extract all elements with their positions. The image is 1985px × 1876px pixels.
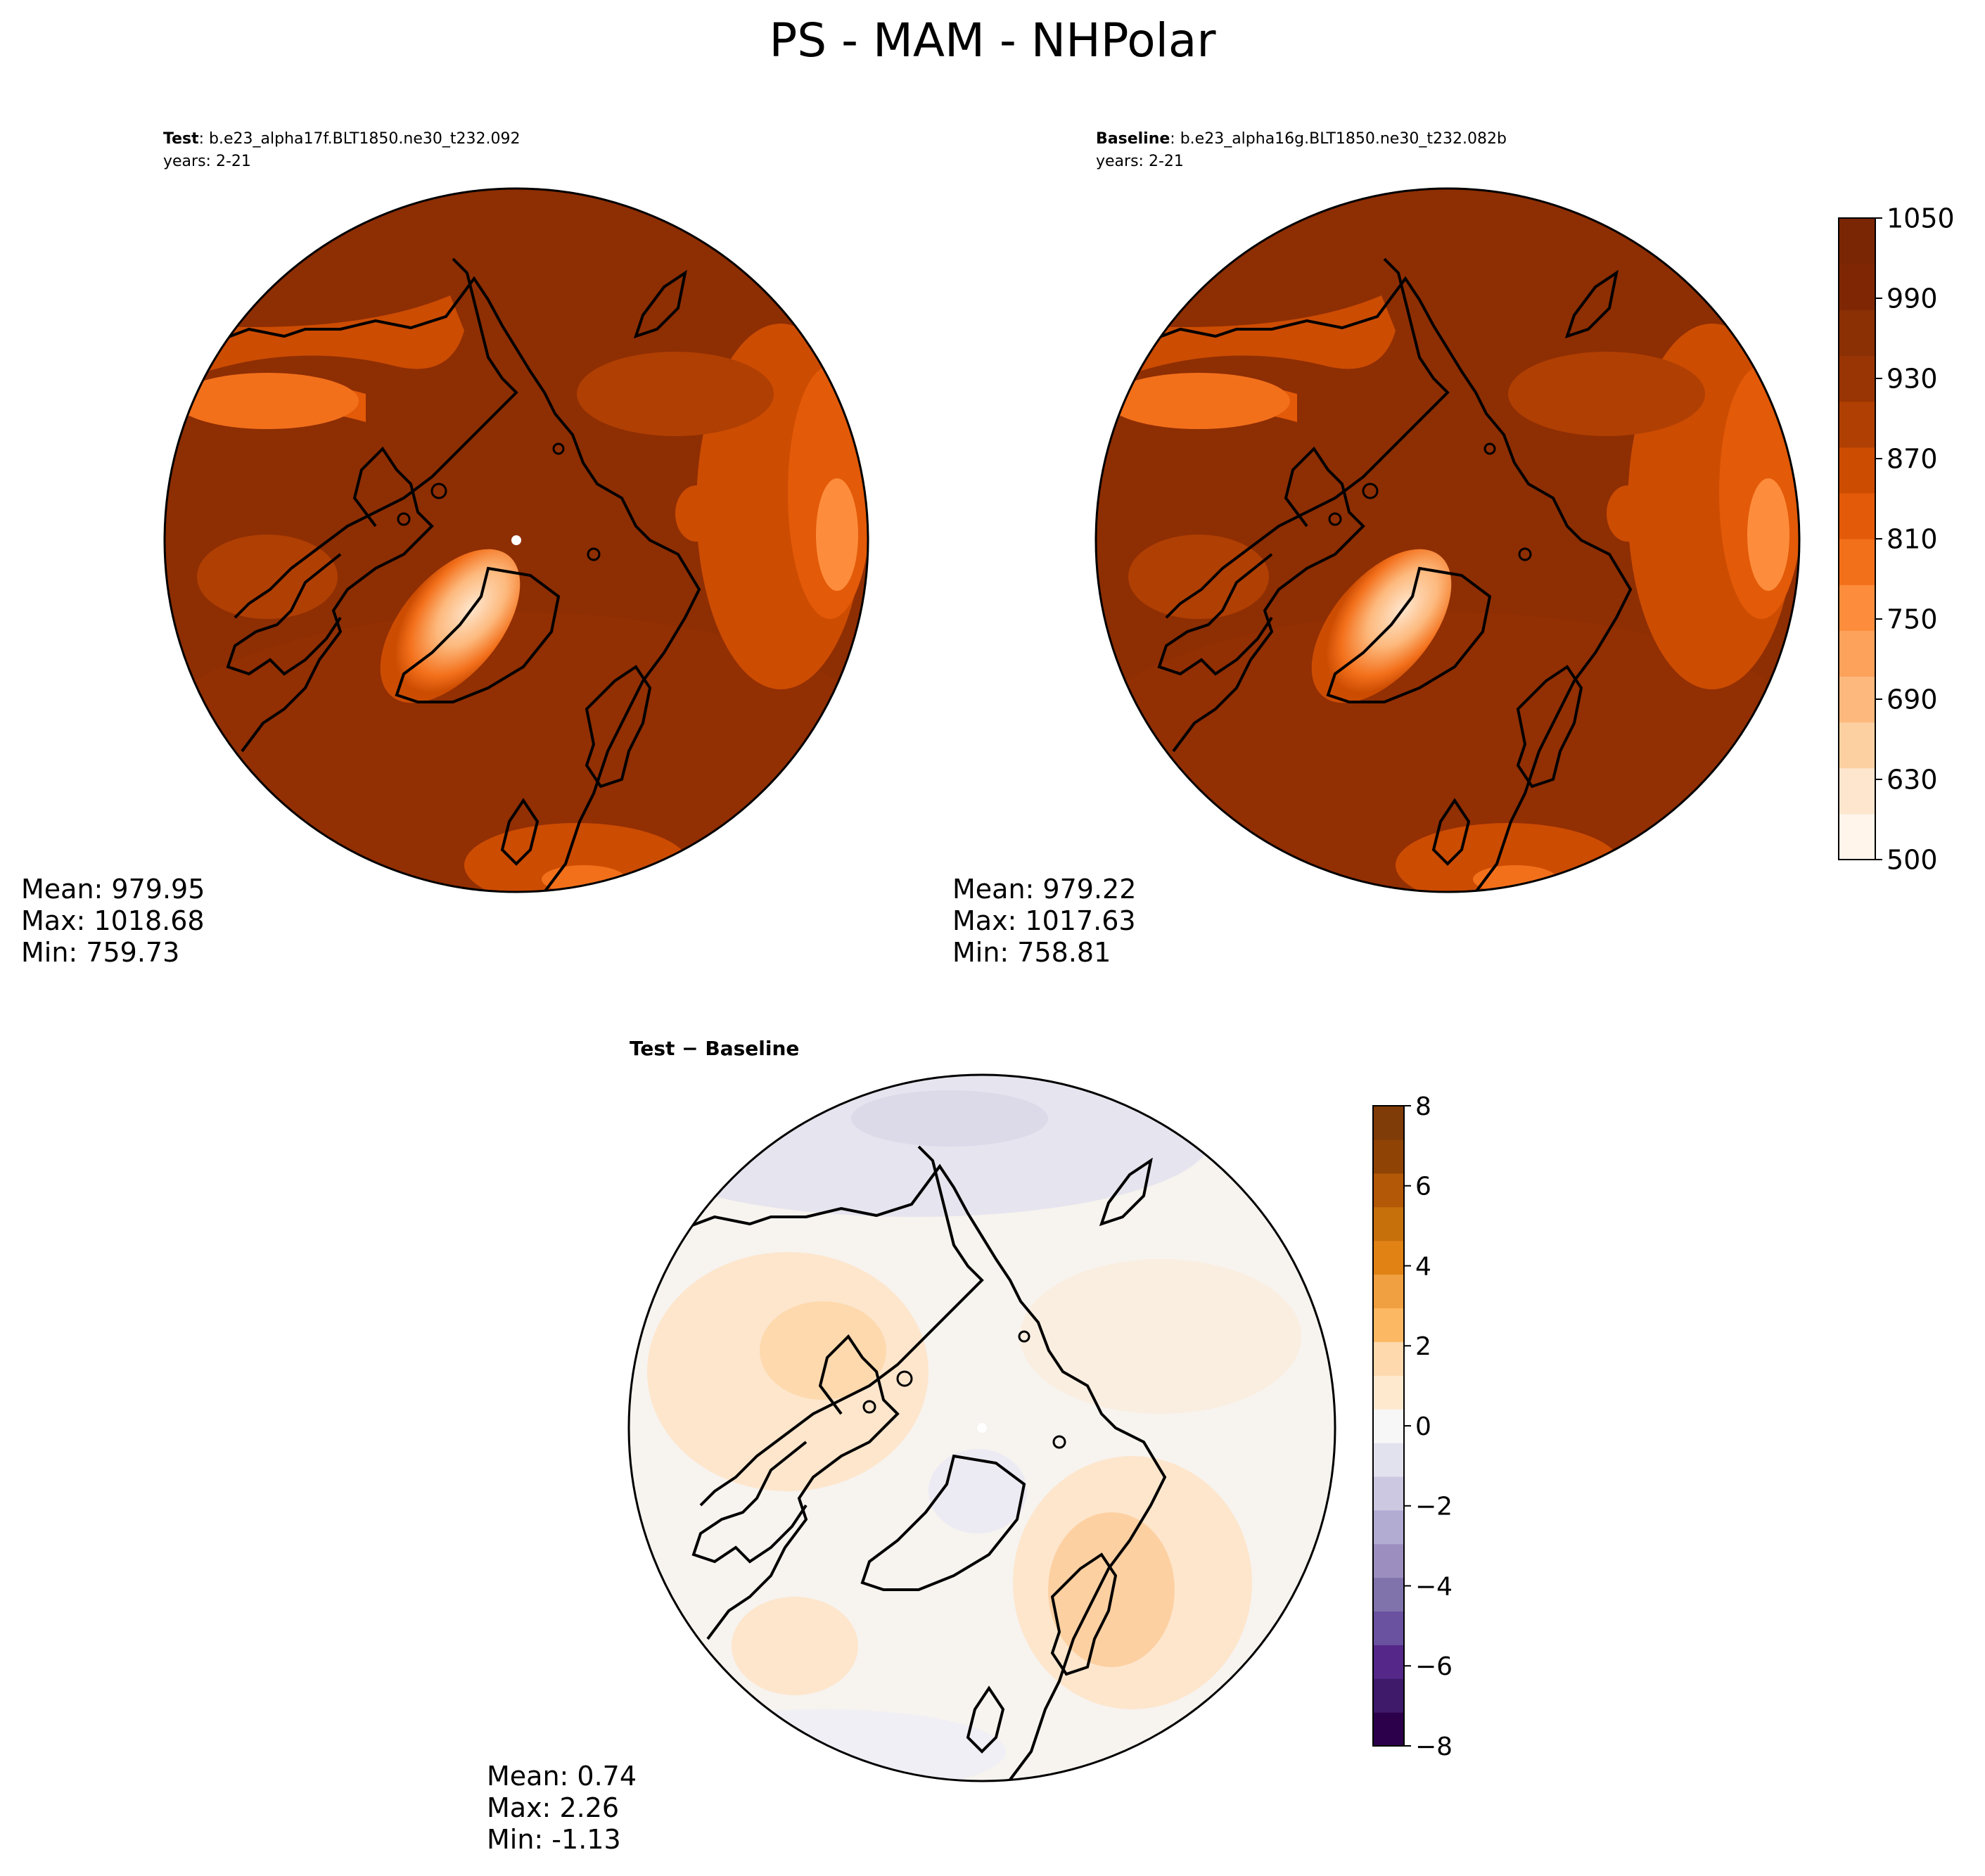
diff-colorbar-tick-label: −2 — [1415, 1493, 1453, 1521]
main-colorbar-band — [1839, 492, 1875, 540]
diff-panel: Test − Baseline Mean: 0.74 Max: 2.26 Min… — [487, 1037, 1336, 1855]
diff-colorbar-tick-label: −8 — [1415, 1733, 1453, 1761]
main-colorbar-band — [1839, 355, 1875, 402]
main-colorbar-band — [1839, 447, 1875, 494]
main-colorbar-tick-label: 630 — [1887, 765, 1938, 796]
main-colorbar-ticks: 500 630 690 750 810 870 930 990 1050 — [1875, 203, 1955, 876]
diff-colorbar-band — [1373, 1206, 1404, 1242]
diff-colorbar-tick-label: 4 — [1415, 1252, 1431, 1281]
baseline-panel-label: Baseline: b.e23_alpha16g.BLT1850.ne30_t2… — [1096, 130, 1507, 148]
diff-colorbar-band — [1373, 1341, 1404, 1376]
diff-colorbar-tick-label: −6 — [1415, 1652, 1453, 1681]
baseline-map — [1096, 189, 1799, 892]
test-map — [165, 189, 868, 892]
diff-colorbar-band — [1373, 1678, 1404, 1713]
main-colorbar-band — [1839, 722, 1875, 769]
baseline-max: Max: 1017.63 — [952, 905, 1136, 936]
main-colorbar-band — [1839, 630, 1875, 677]
baseline-label-run: : b.e23_alpha16g.BLT1850.ne30_t232.082b — [1170, 130, 1507, 148]
diff-colorbar-band — [1373, 1510, 1404, 1545]
main-colorbar-band — [1839, 539, 1875, 585]
main-colorbar-tick-label: 990 — [1887, 283, 1938, 314]
diff-colorbar-tick-label: −4 — [1415, 1572, 1453, 1601]
baseline-min: Min: 758.81 — [952, 937, 1111, 968]
main-colorbar-band — [1839, 676, 1875, 723]
baseline-panel: Baseline: b.e23_alpha16g.BLT1850.ne30_t2… — [952, 130, 1801, 968]
main-colorbar-tick-label: 930 — [1887, 364, 1938, 395]
diff-colorbar-band — [1373, 1712, 1404, 1747]
diff-colorbar-band — [1373, 1409, 1404, 1443]
diff-colorbar-band — [1373, 1476, 1404, 1511]
diff-colorbar-ticks: −8 −6 −4 −2 0 2 4 6 8 — [1404, 1092, 1453, 1761]
main-colorbar-band — [1839, 767, 1875, 815]
main-colorbar-tick-label: 500 — [1887, 845, 1938, 876]
main-colorbar-band — [1839, 218, 1875, 264]
diff-colorbar-bands — [1373, 1106, 1404, 1747]
test-max: Max: 1018.68 — [21, 905, 205, 936]
test-label-bold: Test — [163, 130, 199, 148]
main-colorbar-band — [1839, 585, 1875, 631]
test-label-run: : b.e23_alpha17f.BLT1850.ne30_t232.092 — [199, 130, 521, 148]
main-colorbar-tick-label: 750 — [1887, 604, 1938, 635]
diff-mean: Mean: 0.74 — [487, 1761, 637, 1792]
main-colorbar-tick-label: 690 — [1887, 684, 1938, 715]
diff-map — [629, 1075, 1335, 1781]
baseline-label-bold: Baseline — [1096, 130, 1170, 148]
main-colorbar-tick-label: 870 — [1887, 444, 1938, 475]
baseline-mean: Mean: 979.22 — [952, 874, 1136, 905]
main-colorbar-band — [1839, 401, 1875, 448]
diff-max: Max: 2.26 — [487, 1792, 619, 1823]
test-mean: Mean: 979.95 — [21, 874, 205, 905]
diff-colorbar-tick-label: 2 — [1415, 1332, 1431, 1361]
diff-colorbar-band — [1373, 1240, 1404, 1275]
main-colorbar: 500 630 690 750 810 870 930 990 1050 — [1838, 203, 1955, 876]
main-colorbar-band — [1839, 310, 1875, 357]
diff-colorbar-band — [1373, 1645, 1404, 1679]
figure-title: PS - MAM - NHPolar — [769, 13, 1216, 68]
main-colorbar-tick-label: 810 — [1887, 524, 1938, 555]
diff-min: Min: -1.13 — [487, 1824, 621, 1855]
test-panel-label: Test: b.e23_alpha17f.BLT1850.ne30_t232.0… — [163, 130, 520, 148]
test-min: Min: 759.73 — [21, 937, 179, 968]
diff-colorbar-band — [1373, 1274, 1404, 1308]
main-colorbar-bands — [1839, 218, 1875, 860]
main-colorbar-tick-label: 1050 — [1887, 203, 1955, 234]
diff-colorbar-tick-label: 6 — [1415, 1173, 1431, 1201]
diff-colorbar-band — [1373, 1173, 1404, 1208]
diff-colorbar-tick-label: 0 — [1415, 1412, 1431, 1441]
test-years: years: 2-21 — [163, 153, 251, 170]
diff-colorbar-band — [1373, 1442, 1404, 1477]
diff-colorbar-band — [1373, 1375, 1404, 1410]
diff-colorbar-tick-label: 8 — [1415, 1092, 1431, 1121]
diff-colorbar-band — [1373, 1577, 1404, 1612]
diff-colorbar-band — [1373, 1139, 1404, 1174]
diff-panel-label: Test − Baseline — [630, 1037, 799, 1060]
baseline-years: years: 2-21 — [1096, 153, 1184, 170]
main-colorbar-band — [1839, 813, 1875, 860]
diff-colorbar-band — [1373, 1308, 1404, 1342]
test-panel: Test: b.e23_alpha17f.BLT1850.ne30_t232.0… — [21, 130, 869, 968]
diff-colorbar-band — [1373, 1106, 1404, 1140]
diff-colorbar: −8 −6 −4 −2 0 2 4 6 8 — [1372, 1092, 1453, 1761]
main-colorbar-band — [1839, 264, 1875, 310]
diff-colorbar-band — [1373, 1543, 1404, 1578]
diff-colorbar-band — [1373, 1611, 1404, 1645]
